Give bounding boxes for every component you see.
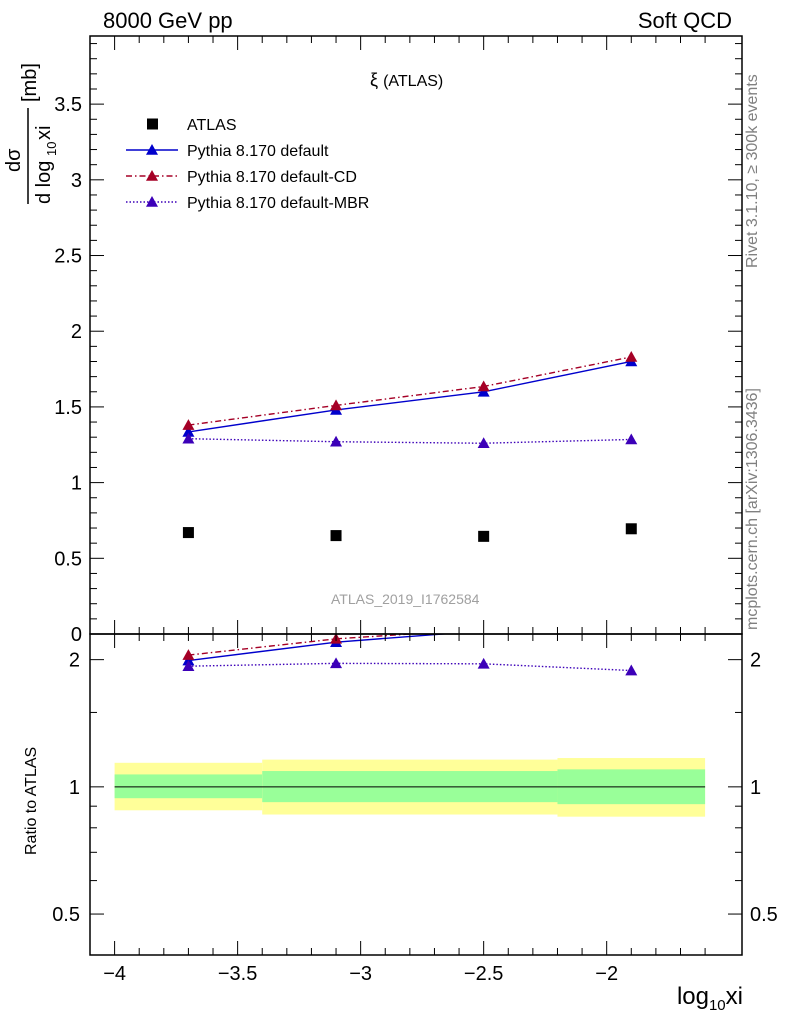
legend-label: ATLAS xyxy=(187,117,237,134)
atlas-data-point xyxy=(182,527,194,539)
atlas-data-point xyxy=(625,523,637,535)
y-tick-label: 0.5 xyxy=(54,548,82,570)
legend-marker xyxy=(146,144,158,155)
ratio-band-inner xyxy=(114,774,263,799)
atlas-data-point xyxy=(330,530,342,542)
legend-entry: Pythia 8.170 default-CD xyxy=(126,169,357,186)
legend-entry: Pythia 8.170 default-MBR xyxy=(126,195,369,212)
y-tick-label: 2.5 xyxy=(54,246,82,268)
x-tick-label: −2 xyxy=(595,963,618,985)
series-marker xyxy=(182,432,195,444)
legend-entry: ATLAS xyxy=(147,117,237,134)
svg-text:[mb]: [mb] xyxy=(19,63,41,102)
ratio-y-tick-label-right: 0.5 xyxy=(750,904,778,926)
series-line xyxy=(188,438,632,444)
series-marker xyxy=(182,419,195,430)
series-marker xyxy=(330,435,343,447)
svg-text:dσ: dσ xyxy=(3,148,25,172)
series-marker xyxy=(477,437,490,449)
ratio-y-tick-label: 1 xyxy=(69,777,80,799)
plot-title-symbol: ξ xyxy=(370,70,379,90)
ratio-marker xyxy=(625,664,638,676)
legend-label: Pythia 8.170 default xyxy=(187,143,329,160)
header-left: 8000 GeV pp xyxy=(103,8,233,33)
ratio-marker xyxy=(330,657,343,669)
x-tick-label: −3 xyxy=(349,963,372,985)
legend-label: Pythia 8.170 default-CD xyxy=(187,169,357,186)
y-tick-label: 3 xyxy=(71,170,82,192)
header-right: Soft QCD xyxy=(637,8,732,33)
ratio-marker xyxy=(477,657,490,669)
x-tick-label: −2.5 xyxy=(464,963,503,985)
series-line xyxy=(188,356,632,426)
ratio-y-tick-label-right: 1 xyxy=(750,777,761,799)
legend-marker-atlas xyxy=(147,118,158,130)
y-axis-title: dσ d log 10 xi [mb] xyxy=(2,36,82,206)
ratio-line xyxy=(188,662,632,672)
ratio-y-tick-label: 2 xyxy=(69,650,80,672)
ratio-axis-title: Ratio to ATLAS xyxy=(23,746,40,855)
y-tick-label: 1 xyxy=(71,473,82,495)
atlas-data-point xyxy=(478,530,490,542)
x-axis-title: log10xi xyxy=(676,983,743,1014)
series-marker xyxy=(330,399,343,411)
series-marker xyxy=(182,425,195,437)
plot-title: ξ (ATLAS) xyxy=(370,70,443,91)
y-tick-label: 0 xyxy=(71,624,82,646)
y-tick-label: 2 xyxy=(71,321,82,343)
series-line xyxy=(188,360,632,433)
ratio-marker xyxy=(182,654,195,666)
plot-title-text: (ATLAS) xyxy=(383,73,444,90)
x-tick-label: −3.5 xyxy=(218,963,257,985)
legend-entry: Pythia 8.170 default xyxy=(126,143,329,160)
ratio-y-tick-label-right: 2 xyxy=(750,650,761,672)
legend-marker xyxy=(146,170,158,181)
y-tick-label: 3.5 xyxy=(54,94,82,116)
ratio-marker xyxy=(182,660,195,671)
x-tick-label: −4 xyxy=(103,963,126,985)
svg-text:10: 10 xyxy=(44,142,59,156)
svg-text:xi: xi xyxy=(33,126,55,140)
side-label-top: Rivet 3.1.10, ≥ 300k events xyxy=(744,74,761,268)
legend-label: Pythia 8.170 default-MBR xyxy=(187,195,369,212)
analysis-watermark: ATLAS_2019_I1762584 xyxy=(331,591,480,607)
series-marker xyxy=(625,350,638,362)
ratio-marker xyxy=(182,649,195,660)
side-label-bottom: mcplots.cern.ch [arXiv:1306.3436] xyxy=(744,388,761,630)
ratio-frame xyxy=(89,633,743,956)
legend-marker xyxy=(146,196,158,207)
series-marker xyxy=(477,380,490,392)
svg-text:d log: d log xyxy=(33,161,55,204)
y-tick-label: 1.5 xyxy=(54,397,82,419)
series-marker xyxy=(625,433,638,445)
ratio-y-tick-label: 0.5 xyxy=(52,904,80,926)
